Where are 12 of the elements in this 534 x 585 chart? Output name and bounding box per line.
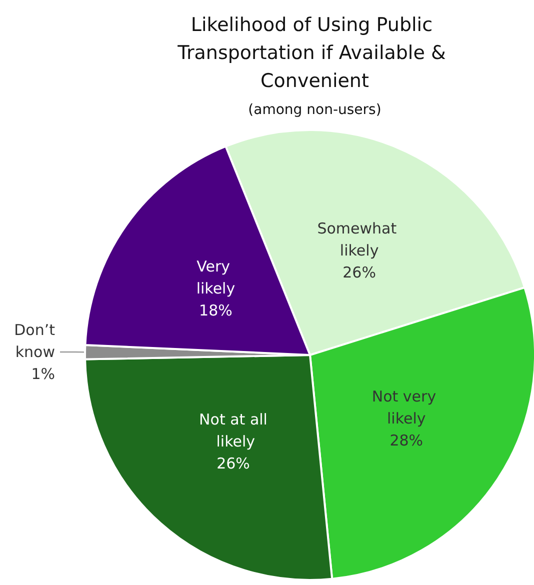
data-label: 18% [199, 301, 232, 320]
data-label: 28% [390, 432, 424, 450]
data-label: 26% [216, 454, 250, 472]
slice-label: Somewhat likely [317, 220, 402, 260]
chart-subtitle: (among non-users) [248, 102, 382, 118]
data-label: 26% [342, 264, 376, 282]
data-label: 1% [31, 365, 56, 384]
slice-label: Very likely [196, 257, 236, 298]
slice-label: Not at all likely [199, 410, 268, 450]
chart-title: Likelihood of Using Public Transportation if Available & Convenient [176, 14, 452, 92]
slice-label: Don’t know [10, 321, 56, 362]
slice-label: Not very likely [372, 388, 441, 428]
